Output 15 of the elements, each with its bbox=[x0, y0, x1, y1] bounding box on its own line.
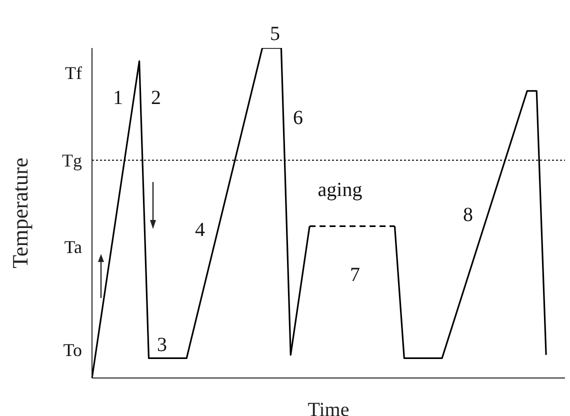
annotation: 8 bbox=[463, 204, 473, 226]
annotation: aging bbox=[318, 179, 362, 201]
text: Tf bbox=[65, 63, 82, 83]
annotation: 4 bbox=[195, 219, 205, 241]
annotation: 6 bbox=[293, 107, 303, 129]
ref-line-label: Tg bbox=[62, 150, 82, 171]
annotation: 3 bbox=[157, 334, 167, 356]
annotation: 2 bbox=[151, 87, 161, 109]
text: To bbox=[63, 340, 82, 360]
text: Ta bbox=[64, 237, 82, 257]
annotation: 1 bbox=[113, 87, 123, 109]
annotation: 7 bbox=[350, 264, 360, 286]
x-axis-title: Time bbox=[308, 399, 350, 416]
text: 5 bbox=[270, 23, 280, 45]
y-axis-title: Temperature bbox=[8, 158, 32, 268]
